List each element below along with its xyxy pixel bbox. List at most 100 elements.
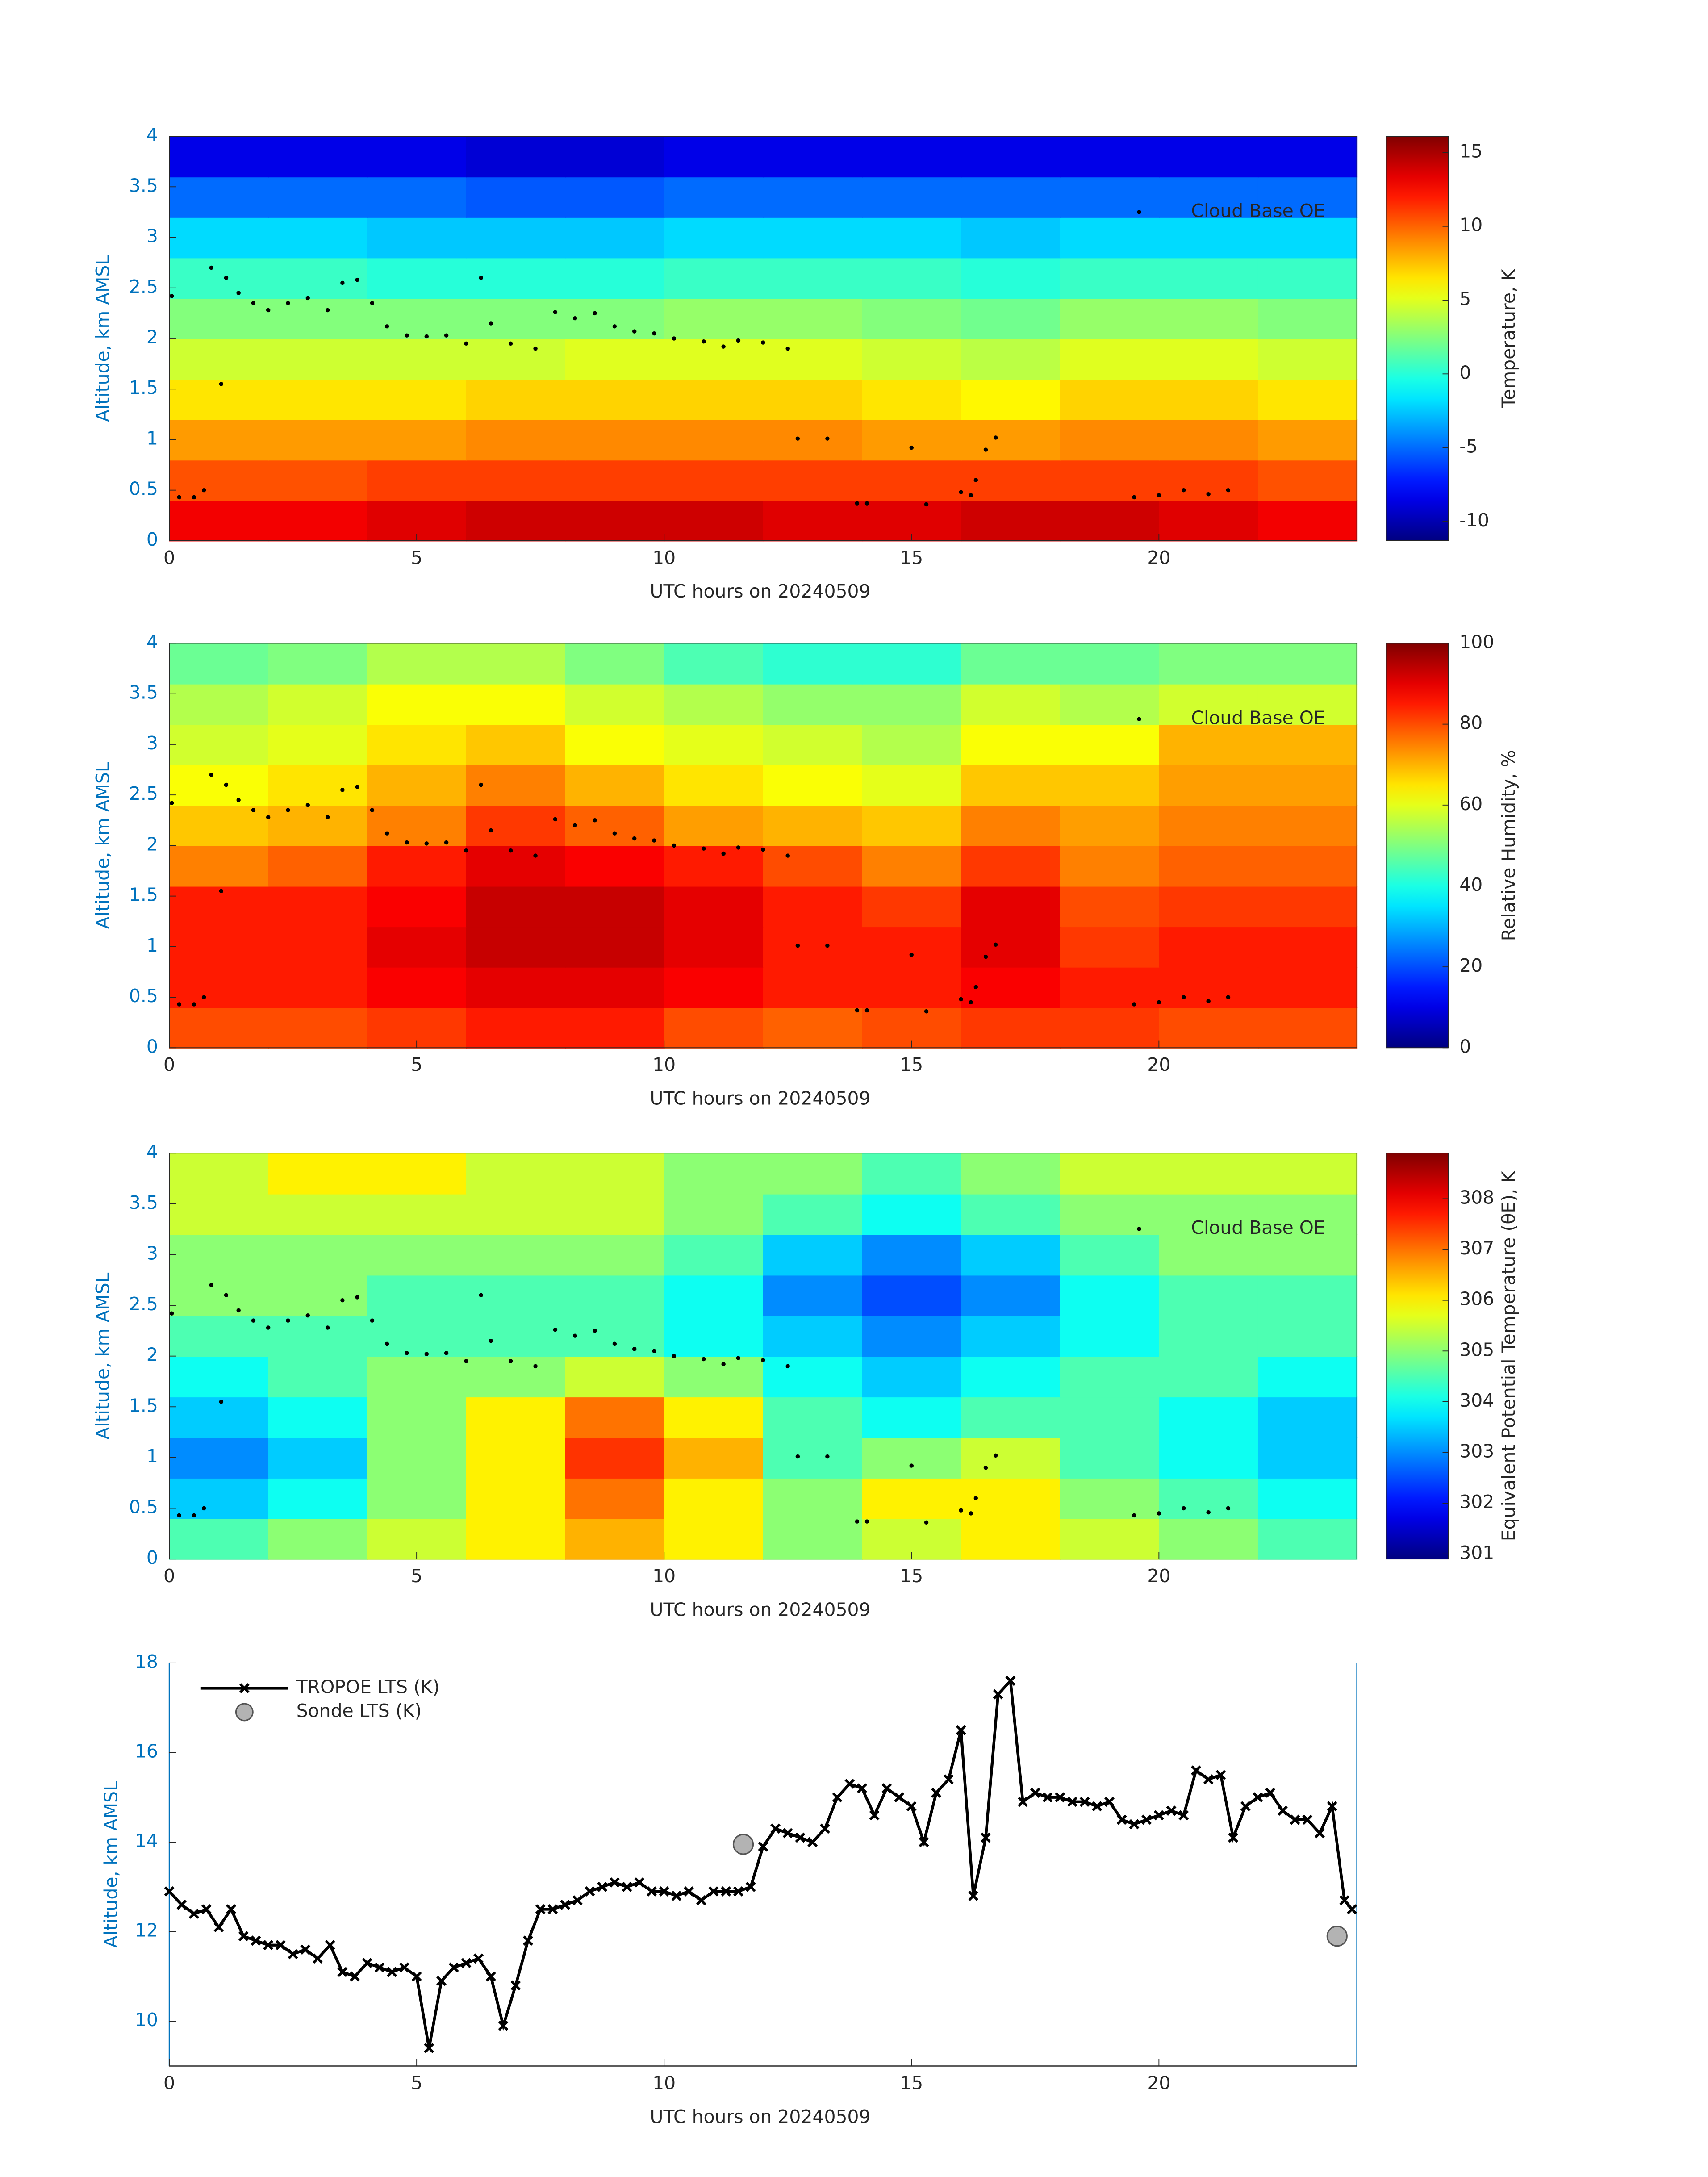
heat-cell: [1159, 217, 1259, 259]
x-marker: [919, 1837, 929, 1847]
heat-cell: [565, 967, 665, 1008]
heat-cell: [763, 1153, 863, 1195]
heat-cell: [367, 1396, 467, 1438]
heat-cell: [862, 1356, 962, 1398]
x-marker: [758, 1841, 768, 1852]
heat-cell: [268, 298, 368, 339]
heat-cell: [961, 684, 1061, 725]
cloud-base-point: [909, 953, 914, 957]
cloud-base-point: [177, 1513, 181, 1518]
heat-cell: [169, 1478, 269, 1519]
colorbar-tick-label: 0: [1459, 1036, 1471, 1057]
cloud-base-point: [219, 1400, 224, 1404]
heat-cell: [664, 724, 764, 765]
heat-cell: [664, 217, 764, 259]
x-marker: [881, 1783, 892, 1794]
heat-cell: [1060, 1437, 1160, 1479]
cloud-base-point: [355, 1295, 359, 1300]
cloud-base-point: [305, 803, 310, 807]
cloud-base-point: [924, 1520, 929, 1525]
heat-cell: [1159, 1007, 1259, 1049]
cloud-base-point: [959, 1508, 963, 1513]
x-tick-label: 10: [652, 547, 676, 568]
heat-cell: [1257, 643, 1358, 685]
heat-cell: [268, 136, 368, 178]
cloud-base-point: [761, 340, 765, 345]
heat-cell: [268, 1194, 368, 1235]
cloud-base-point: [209, 773, 213, 777]
y-tick-label: 1.5: [129, 1395, 158, 1416]
heat-cell: [169, 338, 269, 380]
x-marker: [213, 1922, 224, 1933]
heat-cell: [664, 967, 764, 1008]
cloud-base-point: [632, 836, 637, 841]
x-tick-label: 0: [163, 1054, 175, 1075]
heat-cell: [1257, 217, 1358, 259]
colorbar-tick-label: 301: [1459, 1542, 1494, 1563]
heat-cell: [1060, 298, 1160, 339]
heat-cell: [1060, 338, 1160, 380]
x-marker: [622, 1881, 632, 1892]
x-tick-label: 15: [900, 1054, 923, 1075]
x-marker: [498, 2020, 509, 2031]
heat-cell: [169, 1274, 269, 1316]
x-tick-label: 0: [163, 1565, 175, 1587]
x-tick-label: 20: [1147, 1054, 1170, 1075]
heat-cell: [664, 1356, 764, 1398]
heat-cell: [763, 217, 863, 259]
x-marker: [374, 1962, 385, 1973]
x-marker: [251, 1935, 261, 1946]
heat-cell: [367, 217, 467, 259]
heat-cell: [565, 1274, 665, 1316]
heat-cell: [268, 1437, 368, 1479]
x-marker: [399, 1962, 409, 1973]
cloud-base-point: [305, 1313, 310, 1318]
heat-cell: [763, 1518, 863, 1560]
x-marker: [956, 1725, 966, 1735]
x-marker: [424, 2043, 434, 2053]
heat-cell: [169, 176, 269, 218]
cloud-base-point: [489, 321, 493, 326]
heat-cell: [664, 419, 764, 461]
cloud-base-point: [1206, 999, 1211, 1003]
heat-cell: [169, 1153, 269, 1195]
heat-cell: [763, 845, 863, 887]
heat-cell: [1257, 500, 1358, 542]
x-tick-label: 0: [163, 547, 175, 568]
cloud-base-point: [825, 436, 830, 441]
cloud-base-point: [969, 493, 973, 497]
heat-cell: [862, 1153, 962, 1195]
heat-cell: [1159, 1194, 1259, 1235]
cloud-base-point: [702, 1357, 706, 1362]
heat-cell: [1159, 845, 1259, 887]
cloud-base-point: [192, 1513, 196, 1518]
colorbar-tick-label: 80: [1459, 712, 1482, 734]
heat-cell: [763, 643, 863, 685]
heat-cell: [565, 765, 665, 806]
x-marker: [473, 1953, 484, 1964]
cloud-base-point: [266, 308, 271, 313]
cloud-base-point: [593, 818, 597, 823]
heat-cell: [268, 217, 368, 259]
heat-cell: [862, 684, 962, 725]
y-tick-label: 3: [146, 226, 158, 247]
x-marker: [288, 1949, 298, 1960]
heat-cell: [1060, 136, 1160, 178]
cloud-base-point: [192, 495, 196, 500]
heat-cell: [565, 643, 665, 685]
heat-cell: [565, 1396, 665, 1438]
x-marker: [647, 1886, 657, 1897]
heat-cell: [367, 338, 467, 380]
heat-cell: [268, 684, 368, 725]
cloud-base-point: [959, 490, 963, 494]
x-marker: [819, 1823, 830, 1834]
heat-cell: [763, 298, 863, 339]
x-marker: [795, 1832, 806, 1843]
heat-cell: [1257, 1518, 1358, 1560]
heat-cell: [169, 217, 269, 259]
heat-cell: [367, 684, 467, 725]
y-tick-label: 2: [146, 833, 158, 855]
heat-cell: [565, 257, 665, 299]
x-marker: [1042, 1792, 1053, 1803]
heat-cell: [961, 379, 1061, 420]
